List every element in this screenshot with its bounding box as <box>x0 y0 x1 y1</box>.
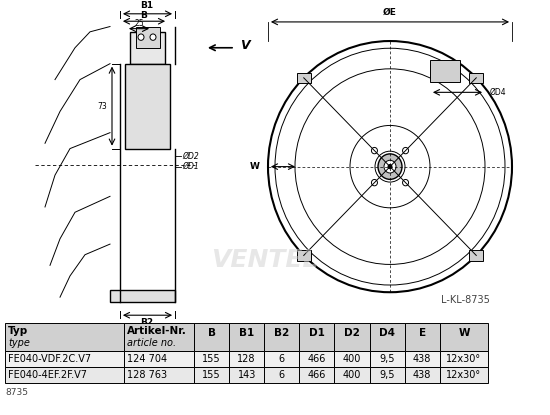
FancyBboxPatch shape <box>124 351 194 367</box>
FancyBboxPatch shape <box>130 32 165 63</box>
Text: B: B <box>141 11 147 20</box>
Circle shape <box>371 147 377 154</box>
Text: FE040-VDF.2C.V7: FE040-VDF.2C.V7 <box>8 354 91 364</box>
FancyBboxPatch shape <box>229 323 264 351</box>
FancyBboxPatch shape <box>430 61 460 82</box>
FancyBboxPatch shape <box>124 323 194 351</box>
FancyBboxPatch shape <box>405 323 439 351</box>
FancyBboxPatch shape <box>264 351 299 367</box>
Circle shape <box>403 179 409 186</box>
FancyBboxPatch shape <box>370 351 405 367</box>
FancyBboxPatch shape <box>334 351 370 367</box>
Circle shape <box>371 179 377 186</box>
Text: 438: 438 <box>413 354 431 364</box>
Text: 155: 155 <box>202 370 221 380</box>
FancyBboxPatch shape <box>264 323 299 351</box>
Circle shape <box>384 160 396 173</box>
FancyBboxPatch shape <box>5 367 124 383</box>
FancyBboxPatch shape <box>439 351 488 367</box>
Text: ØD4: ØD4 <box>490 88 507 97</box>
FancyBboxPatch shape <box>370 323 405 351</box>
Text: B: B <box>207 328 216 338</box>
FancyBboxPatch shape <box>5 323 124 351</box>
Text: 73: 73 <box>97 102 107 111</box>
Text: 128 763: 128 763 <box>127 370 167 380</box>
Text: L-KL-8735: L-KL-8735 <box>441 295 490 305</box>
FancyBboxPatch shape <box>334 367 370 383</box>
Text: W: W <box>458 328 470 338</box>
FancyBboxPatch shape <box>469 250 483 261</box>
Text: 400: 400 <box>343 354 361 364</box>
Circle shape <box>403 147 409 154</box>
Text: D4: D4 <box>379 328 395 338</box>
Text: 12x30°: 12x30° <box>447 370 482 380</box>
Text: 9,5: 9,5 <box>379 354 395 364</box>
Circle shape <box>150 34 156 40</box>
FancyBboxPatch shape <box>136 27 160 48</box>
Text: V: V <box>240 39 250 52</box>
FancyBboxPatch shape <box>334 323 370 351</box>
Text: B2: B2 <box>274 328 289 338</box>
FancyBboxPatch shape <box>125 63 170 149</box>
FancyBboxPatch shape <box>194 323 229 351</box>
Text: 438: 438 <box>413 370 431 380</box>
FancyBboxPatch shape <box>229 351 264 367</box>
Text: 9,5: 9,5 <box>379 370 395 380</box>
FancyBboxPatch shape <box>299 351 334 367</box>
Text: D1: D1 <box>309 328 325 338</box>
FancyBboxPatch shape <box>5 351 124 367</box>
Text: B1: B1 <box>239 328 254 338</box>
Text: 8735: 8735 <box>5 388 28 397</box>
FancyBboxPatch shape <box>110 290 175 303</box>
Circle shape <box>378 154 402 179</box>
Circle shape <box>138 34 144 40</box>
FancyBboxPatch shape <box>299 367 334 383</box>
Text: D2: D2 <box>344 328 360 338</box>
Text: 12x30°: 12x30° <box>447 354 482 364</box>
FancyBboxPatch shape <box>405 351 439 367</box>
Text: Artikel-Nr.: Artikel-Nr. <box>127 326 186 336</box>
Text: VENTEL: VENTEL <box>211 248 318 272</box>
FancyBboxPatch shape <box>370 367 405 383</box>
Text: 6: 6 <box>279 370 285 380</box>
FancyBboxPatch shape <box>194 351 229 367</box>
Text: article no.: article no. <box>127 338 176 348</box>
Text: 155: 155 <box>202 354 221 364</box>
Text: type: type <box>8 338 30 348</box>
FancyBboxPatch shape <box>124 367 194 383</box>
FancyBboxPatch shape <box>297 250 311 261</box>
Text: ØD2: ØD2 <box>182 151 199 161</box>
Circle shape <box>388 164 392 169</box>
Text: ØD1: ØD1 <box>182 162 199 171</box>
Text: FE040-4EF.2F.V7: FE040-4EF.2F.V7 <box>8 370 87 380</box>
Text: E: E <box>419 328 426 338</box>
Text: 128: 128 <box>238 354 256 364</box>
Text: B1: B1 <box>140 0 153 10</box>
FancyBboxPatch shape <box>264 367 299 383</box>
Text: 400: 400 <box>343 370 361 380</box>
FancyBboxPatch shape <box>469 73 483 83</box>
Text: W: W <box>250 162 260 171</box>
Text: 124 704: 124 704 <box>127 354 167 364</box>
Text: 466: 466 <box>307 370 326 380</box>
FancyBboxPatch shape <box>439 323 488 351</box>
Text: ØE: ØE <box>383 7 397 17</box>
FancyBboxPatch shape <box>405 367 439 383</box>
FancyBboxPatch shape <box>297 73 311 83</box>
Text: B2: B2 <box>140 318 153 327</box>
Text: 6: 6 <box>279 354 285 364</box>
FancyBboxPatch shape <box>299 323 334 351</box>
Text: 25: 25 <box>134 19 144 27</box>
FancyBboxPatch shape <box>439 367 488 383</box>
Ellipse shape <box>268 41 512 292</box>
Text: Typ: Typ <box>8 326 28 336</box>
FancyBboxPatch shape <box>229 367 264 383</box>
Text: 466: 466 <box>307 354 326 364</box>
FancyBboxPatch shape <box>194 367 229 383</box>
Text: 143: 143 <box>238 370 256 380</box>
